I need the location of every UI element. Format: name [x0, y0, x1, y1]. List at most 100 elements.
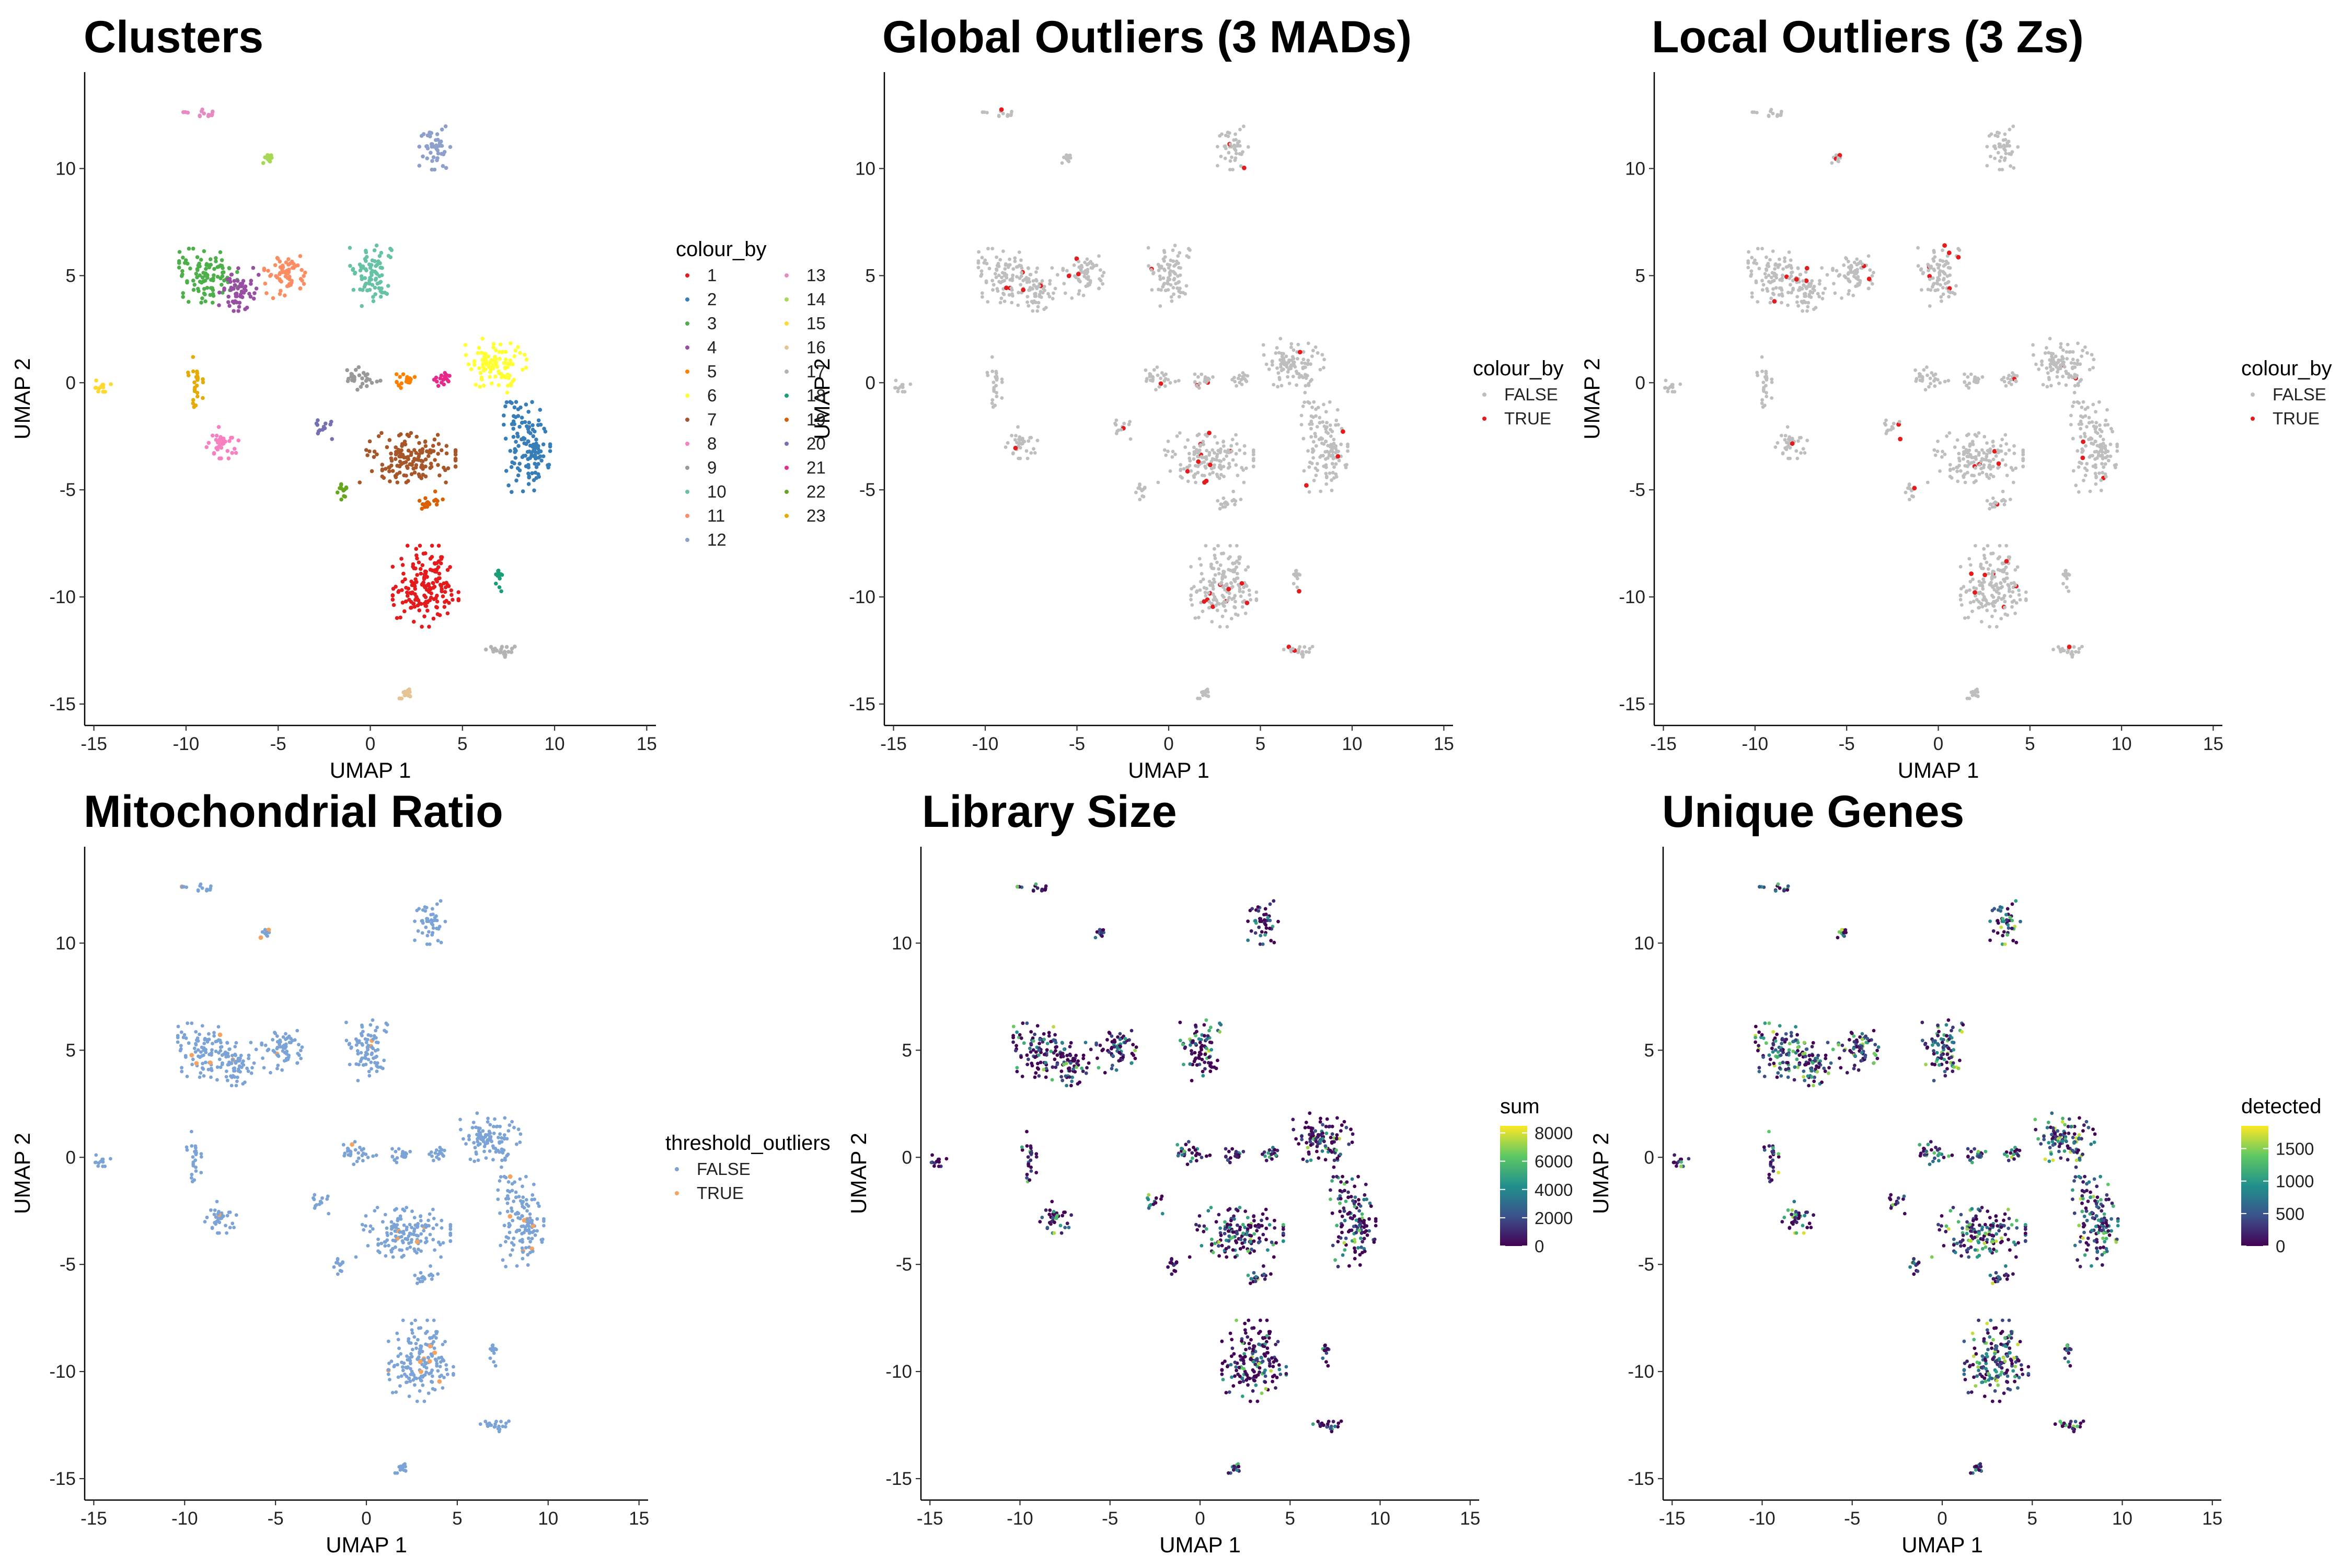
cell-point [1306, 400, 1310, 404]
cell-point [493, 1364, 498, 1368]
cell-point [1249, 1357, 1253, 1361]
cell-point [526, 482, 531, 486]
cell-point [1217, 602, 1221, 606]
cell-point [1996, 151, 2000, 155]
cell-point [490, 1344, 494, 1347]
cell-point [208, 257, 213, 261]
cell-point [1224, 601, 1228, 604]
x-tick-label: 0 [365, 734, 375, 754]
cell-point [2057, 358, 2061, 362]
cell-point [1238, 128, 1242, 132]
cell-point [511, 426, 515, 431]
cell-point [1259, 1318, 1262, 1322]
cell-point [1331, 1175, 1335, 1179]
cell-point [410, 1209, 414, 1213]
cell-point [1816, 292, 1820, 296]
cell-point [401, 1150, 405, 1154]
outlier-point [999, 107, 1004, 112]
cell-point [360, 1023, 364, 1028]
cell-point [396, 590, 400, 594]
cell-point [385, 1226, 389, 1230]
cell-point [1210, 457, 1215, 461]
cell-point [1217, 459, 1221, 463]
cell-point [217, 303, 221, 307]
cell-point [219, 456, 223, 460]
cell-point [483, 1133, 488, 1137]
cell-point [430, 159, 434, 163]
cell-point [1008, 263, 1012, 267]
cell-point [474, 383, 478, 387]
cell-point [1221, 496, 1226, 500]
cell-point [1788, 276, 1792, 280]
x-tick-label: -10 [171, 1508, 198, 1529]
cell-point [1993, 608, 1997, 613]
cell-point [1274, 1343, 1278, 1346]
cell-point [1192, 452, 1196, 456]
cell-point [432, 1158, 435, 1162]
cell-point [382, 1058, 386, 1063]
cell-point [1783, 259, 1787, 263]
cell-point [1237, 1366, 1241, 1369]
cell-point [184, 1036, 188, 1040]
cell-point [194, 1150, 198, 1154]
cell-point [432, 1318, 436, 1322]
cell-point [1770, 377, 1774, 381]
cell-point [225, 449, 230, 453]
cell-point [1179, 468, 1183, 472]
cell-point [2008, 587, 2011, 591]
cell-point [477, 366, 481, 371]
cell-point [2021, 448, 2025, 452]
cell-point [530, 471, 534, 476]
cell-point [215, 274, 220, 279]
cell-point [1201, 577, 1205, 581]
cell-point [271, 1037, 275, 1042]
cell-point [524, 1198, 528, 1202]
cell-point [1223, 587, 1227, 592]
cell-point [1988, 449, 1992, 453]
cell-point [183, 1055, 188, 1059]
cell-point [276, 1054, 280, 1058]
cell-point [521, 1184, 524, 1189]
cell-point [1198, 444, 1202, 448]
cell-point [206, 114, 211, 118]
cell-point [482, 1149, 486, 1154]
cell-point [1242, 444, 1247, 448]
outlier-point [1239, 581, 1244, 586]
cell-point [1164, 453, 1168, 457]
cell-point [207, 1032, 211, 1036]
cell-point [397, 1346, 401, 1351]
cell-point [400, 580, 405, 584]
cell-point [390, 593, 395, 597]
cell-point [1154, 388, 1158, 391]
cell-point [1778, 263, 1782, 267]
cell-point [1991, 475, 1996, 478]
cell-point [176, 1035, 180, 1040]
cell-point [506, 650, 511, 654]
cell-point [96, 1164, 100, 1168]
outlier-point [1076, 272, 1081, 276]
x-tick-label: -15 [880, 734, 907, 754]
outlier-point [1304, 483, 1309, 488]
cell-point [364, 259, 368, 263]
cell-point [1254, 590, 1259, 594]
cell-point [230, 1058, 235, 1062]
cell-point [445, 611, 450, 616]
cell-point [214, 256, 218, 260]
cell-point [1977, 472, 1981, 476]
cell-point [1055, 273, 1059, 277]
cell-point [1992, 604, 1996, 608]
cell-point [2052, 362, 2056, 366]
cell-point [1330, 488, 1334, 492]
cell-point [518, 1199, 523, 1203]
cell-point [1230, 449, 1234, 453]
cell-point [1041, 291, 1045, 295]
cell-point [1768, 301, 1772, 305]
cell-point [1234, 433, 1238, 437]
cell-point [1991, 585, 1994, 589]
cell-point [530, 1221, 534, 1225]
cell-point [2079, 378, 2083, 382]
cell-point [296, 1052, 300, 1055]
cell-point [1242, 480, 1246, 485]
cell-point [422, 1399, 426, 1403]
